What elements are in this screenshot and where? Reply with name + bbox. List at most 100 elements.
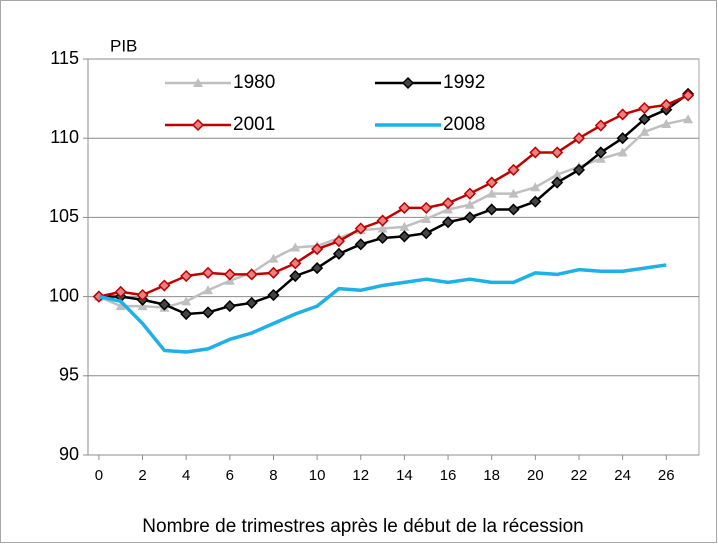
- diamond-marker: [485, 203, 498, 216]
- diamond-marker: [572, 163, 586, 176]
- diamond-marker: [158, 298, 171, 311]
- x-axis-title: Nombre de trimestres après le début de l…: [142, 516, 583, 537]
- diamond-marker: [136, 288, 149, 302]
- diamond-marker: [398, 230, 411, 243]
- x-tick-label: 14: [396, 467, 413, 484]
- diamond-marker: [594, 119, 607, 132]
- diamond-marker: [529, 195, 542, 208]
- triangle-marker: [377, 223, 388, 233]
- diamond-marker: [114, 285, 127, 298]
- diamond-marker: [660, 98, 673, 111]
- diamond-marker: [354, 238, 367, 251]
- legend-label: 1992: [443, 72, 485, 93]
- diamond-marker: [463, 187, 476, 200]
- triangle-marker: [508, 188, 519, 198]
- triangle-marker: [639, 126, 650, 136]
- diamond-marker: [420, 227, 433, 240]
- diamond-marker: [616, 132, 629, 145]
- triangle-marker: [617, 147, 628, 157]
- y-tick-label: 115: [50, 48, 79, 68]
- diamond-marker: [354, 222, 367, 235]
- diamond-marker: [245, 296, 258, 309]
- series-line: [98, 94, 689, 298]
- legend-marker: [191, 118, 205, 132]
- diamond-marker: [638, 113, 651, 126]
- triangle-marker: [181, 296, 192, 306]
- x-tick-label: 24: [614, 467, 631, 484]
- diamond-marker: [223, 268, 236, 281]
- diamond-marker: [201, 266, 215, 279]
- diamond-marker: [180, 269, 193, 283]
- y-tick-label: 110: [50, 127, 79, 147]
- diamond-marker: [311, 243, 324, 256]
- triangle-marker: [683, 114, 694, 124]
- y-axis-title: PIB: [110, 36, 137, 55]
- y-tick-label: 100: [49, 285, 79, 305]
- diamond-marker: [572, 132, 586, 145]
- diamond-marker: [441, 197, 455, 210]
- diamond-marker: [289, 269, 302, 283]
- diamond-marker: [638, 102, 651, 115]
- x-tick-label: 6: [226, 467, 234, 484]
- diamond-marker: [529, 146, 542, 159]
- diamond-marker: [245, 268, 258, 281]
- diamond-marker: [551, 146, 564, 159]
- triangle-marker: [268, 253, 279, 263]
- diamond-marker: [551, 176, 564, 189]
- diamond-marker: [485, 176, 498, 189]
- x-tick-label: 4: [182, 467, 190, 484]
- triangle-marker: [203, 285, 214, 295]
- diamond-marker: [507, 163, 520, 176]
- diamond-marker: [158, 279, 171, 292]
- x-tick-label: 0: [95, 467, 103, 484]
- diamond-marker: [201, 306, 215, 319]
- diamond-marker: [420, 201, 433, 214]
- triangle-marker: [421, 213, 432, 223]
- triangle-marker: [115, 301, 126, 311]
- legend-label: 2001: [233, 114, 275, 135]
- diamond-marker: [332, 235, 346, 248]
- diamond-marker: [398, 201, 411, 214]
- diamond-marker: [376, 214, 389, 227]
- diamond-marker: [180, 307, 193, 321]
- diamond-marker: [463, 211, 476, 224]
- x-tick-label: 22: [571, 467, 588, 484]
- triangle-marker: [399, 221, 410, 231]
- diamond-marker: [616, 108, 629, 121]
- triangle-marker: [661, 118, 672, 128]
- diamond-marker: [311, 262, 324, 275]
- triangle-marker: [290, 242, 301, 252]
- legend-label: 1980: [233, 72, 275, 93]
- diamond-marker: [223, 300, 236, 313]
- triangle-marker: [486, 188, 497, 198]
- diamond-marker: [289, 257, 302, 270]
- diamond-marker: [682, 89, 695, 102]
- diamond-marker: [441, 216, 455, 229]
- x-tick-label: 20: [527, 467, 544, 484]
- y-tick-label: 105: [49, 206, 79, 226]
- series-line: [98, 92, 689, 316]
- legend-marker: [193, 78, 203, 87]
- x-tick-label: 18: [483, 467, 500, 484]
- diamond-marker: [507, 203, 520, 216]
- x-tick-label: 12: [352, 467, 369, 484]
- diamond-marker: [267, 266, 280, 279]
- triangle-marker: [464, 199, 475, 209]
- x-tick-label: 10: [309, 467, 326, 484]
- diamond-marker: [332, 247, 346, 260]
- legend-label: 2008: [443, 114, 485, 135]
- diamond-marker: [376, 231, 389, 245]
- x-tick-label: 26: [658, 467, 675, 484]
- triangle-marker: [552, 169, 563, 179]
- y-tick-label: 90: [59, 444, 79, 464]
- series-line: [98, 263, 667, 354]
- x-tick-label: 2: [138, 467, 146, 484]
- diamond-marker: [267, 288, 280, 302]
- y-tick-label: 95: [59, 365, 79, 385]
- x-tick-label: 8: [269, 467, 277, 484]
- triangle-marker: [530, 182, 541, 192]
- diamond-marker: [594, 146, 607, 159]
- legend-marker: [401, 76, 415, 90]
- x-tick-label: 16: [440, 467, 457, 484]
